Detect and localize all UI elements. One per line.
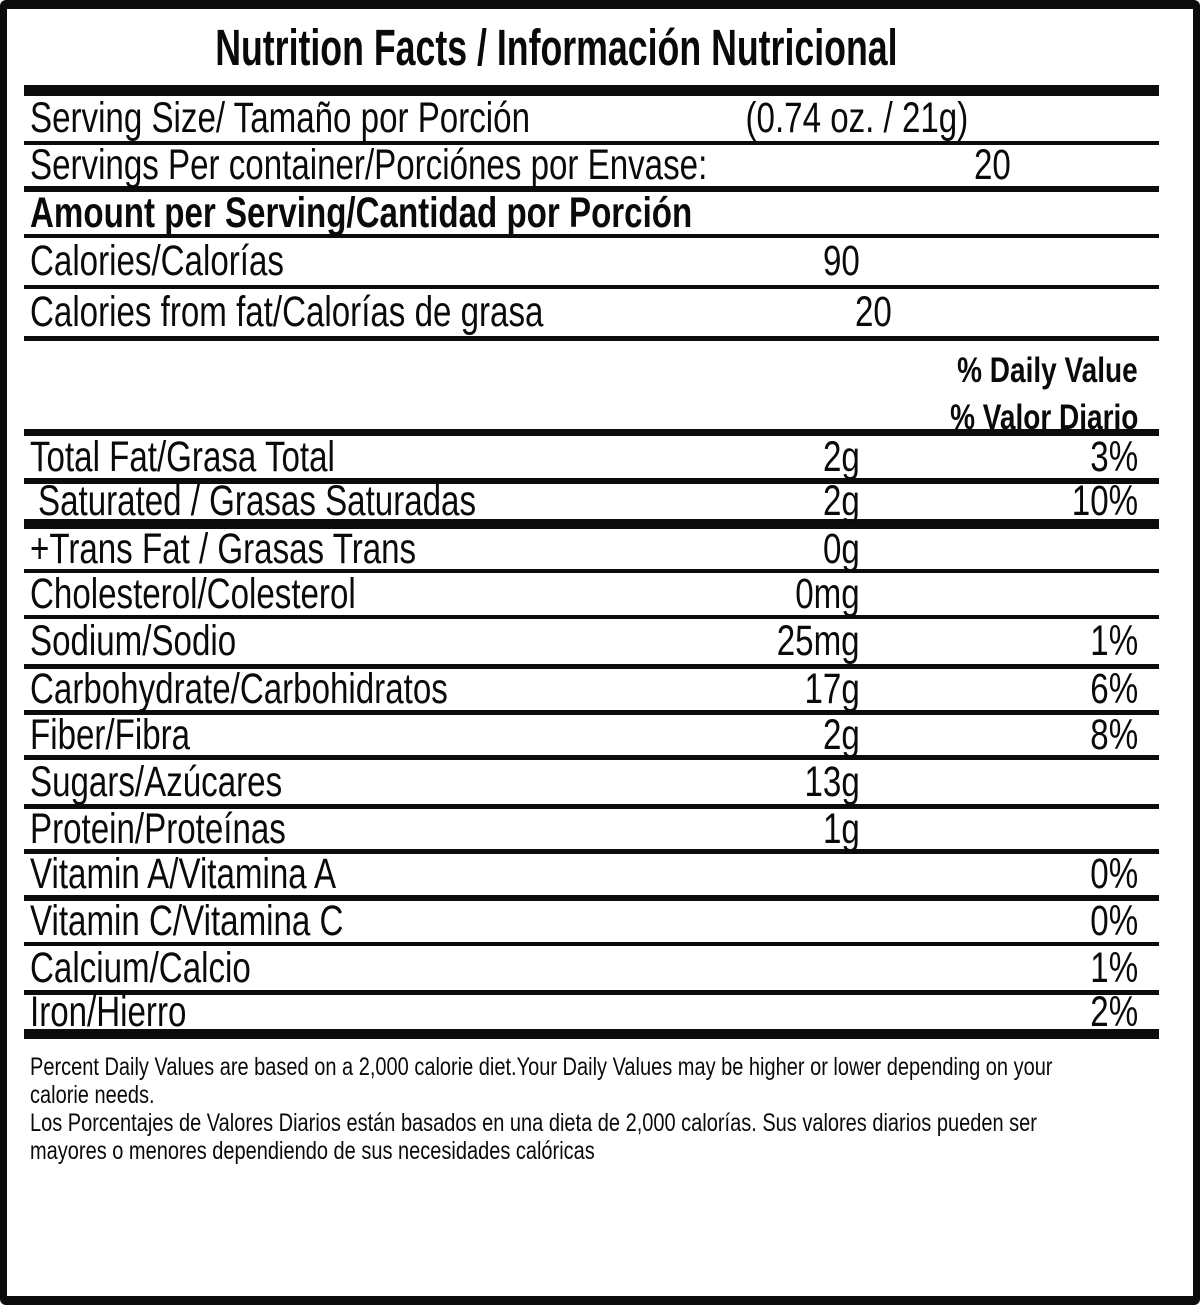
nutrient-daily-value: 1%: [1090, 617, 1138, 665]
footnote-line: Los Porcentajes de Valores Diarios están…: [30, 1109, 1037, 1137]
row-total-fat: Total Fat/Grasa Total 2g 3%: [24, 432, 1159, 484]
footnote: Percent Daily Values are based on a 2,00…: [24, 1039, 1159, 1165]
calories-value: 90: [823, 237, 860, 285]
row-calories: Calories/Calorías 90: [24, 237, 1159, 289]
nutrient-amount: 17g: [804, 665, 860, 713]
nutrient-label: Vitamin A/Vitamina A: [30, 850, 337, 898]
row-vitamin-c: Vitamin C/Vitamina C 0%: [24, 897, 1159, 946]
row-iron: Iron/Hierro 2%: [24, 988, 1159, 1039]
label-title-row: Nutrition Facts / Información Nutriciona…: [24, 9, 1159, 85]
nutrient-amount: 2g: [823, 710, 860, 759]
nutrient-label: Sugars/Azúcares: [30, 757, 283, 806]
nutrient-amount: [640, 897, 860, 946]
nutrient-label: Fiber/Fibra: [30, 710, 191, 759]
nutrient-amount: [640, 850, 860, 899]
serving-size-label: Serving Size/ Tamaño por Porción: [30, 94, 530, 142]
row-calories-from-fat: Calories from fat/Calorías de grasa 20: [24, 288, 1159, 341]
nutrient-daily-value: [860, 570, 1159, 619]
daily-value-header-block: % Daily Value % Valor Diario: [24, 341, 1159, 437]
nutrient-amount: 25mg: [777, 617, 860, 665]
row-carbohydrate: Carbohydrate/Carbohidratos 17g 6%: [24, 665, 1159, 715]
label-title: Nutrition Facts / Información Nutriciona…: [215, 18, 898, 76]
footnote-line: mayores o menores dependiendo de sus nec…: [30, 1137, 595, 1165]
calories-dv: [860, 237, 1159, 286]
nutrient-amount: 13g: [804, 757, 860, 806]
nutrient-daily-value: 1%: [1090, 943, 1138, 992]
calories-from-fat-value: 20: [854, 288, 892, 336]
nutrient-label: +Trans Fat / Grasas Trans: [30, 524, 417, 573]
calories-from-fat-dv: [892, 288, 1159, 337]
nutrient-amount: [640, 988, 860, 1037]
nutrient-amount: 0mg: [795, 569, 860, 618]
nutrient-daily-value: 0%: [1090, 897, 1138, 945]
nutrient-label: Vitamin C/Vitamina C: [30, 897, 344, 945]
title-divider-bar: [24, 85, 1159, 96]
nutrient-daily-value: 6%: [1090, 665, 1138, 713]
row-calcium: Calcium/Calcio 1%: [24, 943, 1159, 995]
label-content: Nutrition Facts / Información Nutriciona…: [7, 9, 1193, 1296]
nutrient-label: Iron/Hierro: [30, 987, 187, 1036]
servings-per-container-label: Servings Per container/Porciónes por Env…: [30, 141, 708, 189]
row-cholesterol: Cholesterol/Colesterol 0mg: [24, 569, 1159, 619]
nutrient-amount: 2g: [823, 477, 860, 525]
nutrient-daily-value: 0%: [1090, 850, 1138, 898]
row-sodium: Sodium/Sodio 25mg 1%: [24, 617, 1159, 669]
nutrient-daily-value: [860, 525, 1159, 574]
nutrient-label: Saturated / Grasas Saturadas: [38, 477, 477, 525]
nutrient-amount: 0g: [823, 524, 860, 573]
row-trans-fat: +Trans Fat / Grasas Trans 0g: [24, 525, 1159, 573]
row-vitamin-a: Vitamin A/Vitamina A 0%: [24, 850, 1159, 901]
nutrient-label: Calcium/Calcio: [30, 943, 251, 992]
row-protein: Protein/Proteínas 1g: [24, 805, 1159, 854]
amount-per-serving-header: Amount per Serving/Cantidad por Porción: [30, 188, 693, 237]
row-saturated-fat: Saturated / Grasas Saturadas 2g 10%: [24, 477, 1159, 529]
row-serving-size: Serving Size/ Tamaño por Porción (0.74 o…: [24, 94, 1159, 145]
calories-label: Calories/Calorías: [30, 237, 284, 285]
servings-per-container-value: 20: [973, 141, 1011, 189]
daily-value-header-en: % Daily Value: [957, 351, 1138, 390]
nutrient-label: Sodium/Sodio: [30, 617, 237, 665]
nutrient-amount: 2g: [823, 432, 860, 481]
servings-per-container-dv: [1010, 141, 1159, 190]
nutrient-label: Carbohydrate/Carbohidratos: [30, 665, 448, 713]
footnote-line: calorie needs.: [30, 1081, 155, 1109]
nutrient-daily-value: 3%: [1090, 432, 1138, 481]
nutrient-daily-value: [860, 805, 1159, 854]
calories-from-fat-label: Calories from fat/Calorías de grasa: [30, 288, 544, 336]
daily-value-header-es: % Valor Diario: [949, 398, 1138, 437]
row-sugars: Sugars/Azúcares 13g: [24, 757, 1159, 809]
nutrient-label: Cholesterol/Colesterol: [30, 569, 356, 618]
footnote-line: Percent Daily Values are based on a 2,00…: [30, 1053, 1053, 1081]
row-amount-per-serving-header: Amount per Serving/Cantidad por Porción: [24, 188, 1159, 238]
nutrient-amount: [640, 944, 860, 993]
nutrient-daily-value: 8%: [1090, 710, 1138, 759]
nutrient-label: Total Fat/Grasa Total: [30, 432, 335, 481]
nutrient-daily-value: 2%: [1090, 987, 1138, 1036]
nutrient-daily-value: 10%: [1071, 477, 1138, 525]
row-servings-per-container: Servings Per container/Porciónes por Env…: [24, 141, 1159, 192]
serving-size-value: (0.74 oz. / 21g): [745, 94, 969, 142]
nutrient-daily-value: [860, 758, 1159, 807]
row-fiber: Fiber/Fibra 2g 8%: [24, 711, 1159, 760]
nutrient-amount: 1g: [823, 804, 860, 853]
nutrient-label: Protein/Proteínas: [30, 804, 286, 853]
